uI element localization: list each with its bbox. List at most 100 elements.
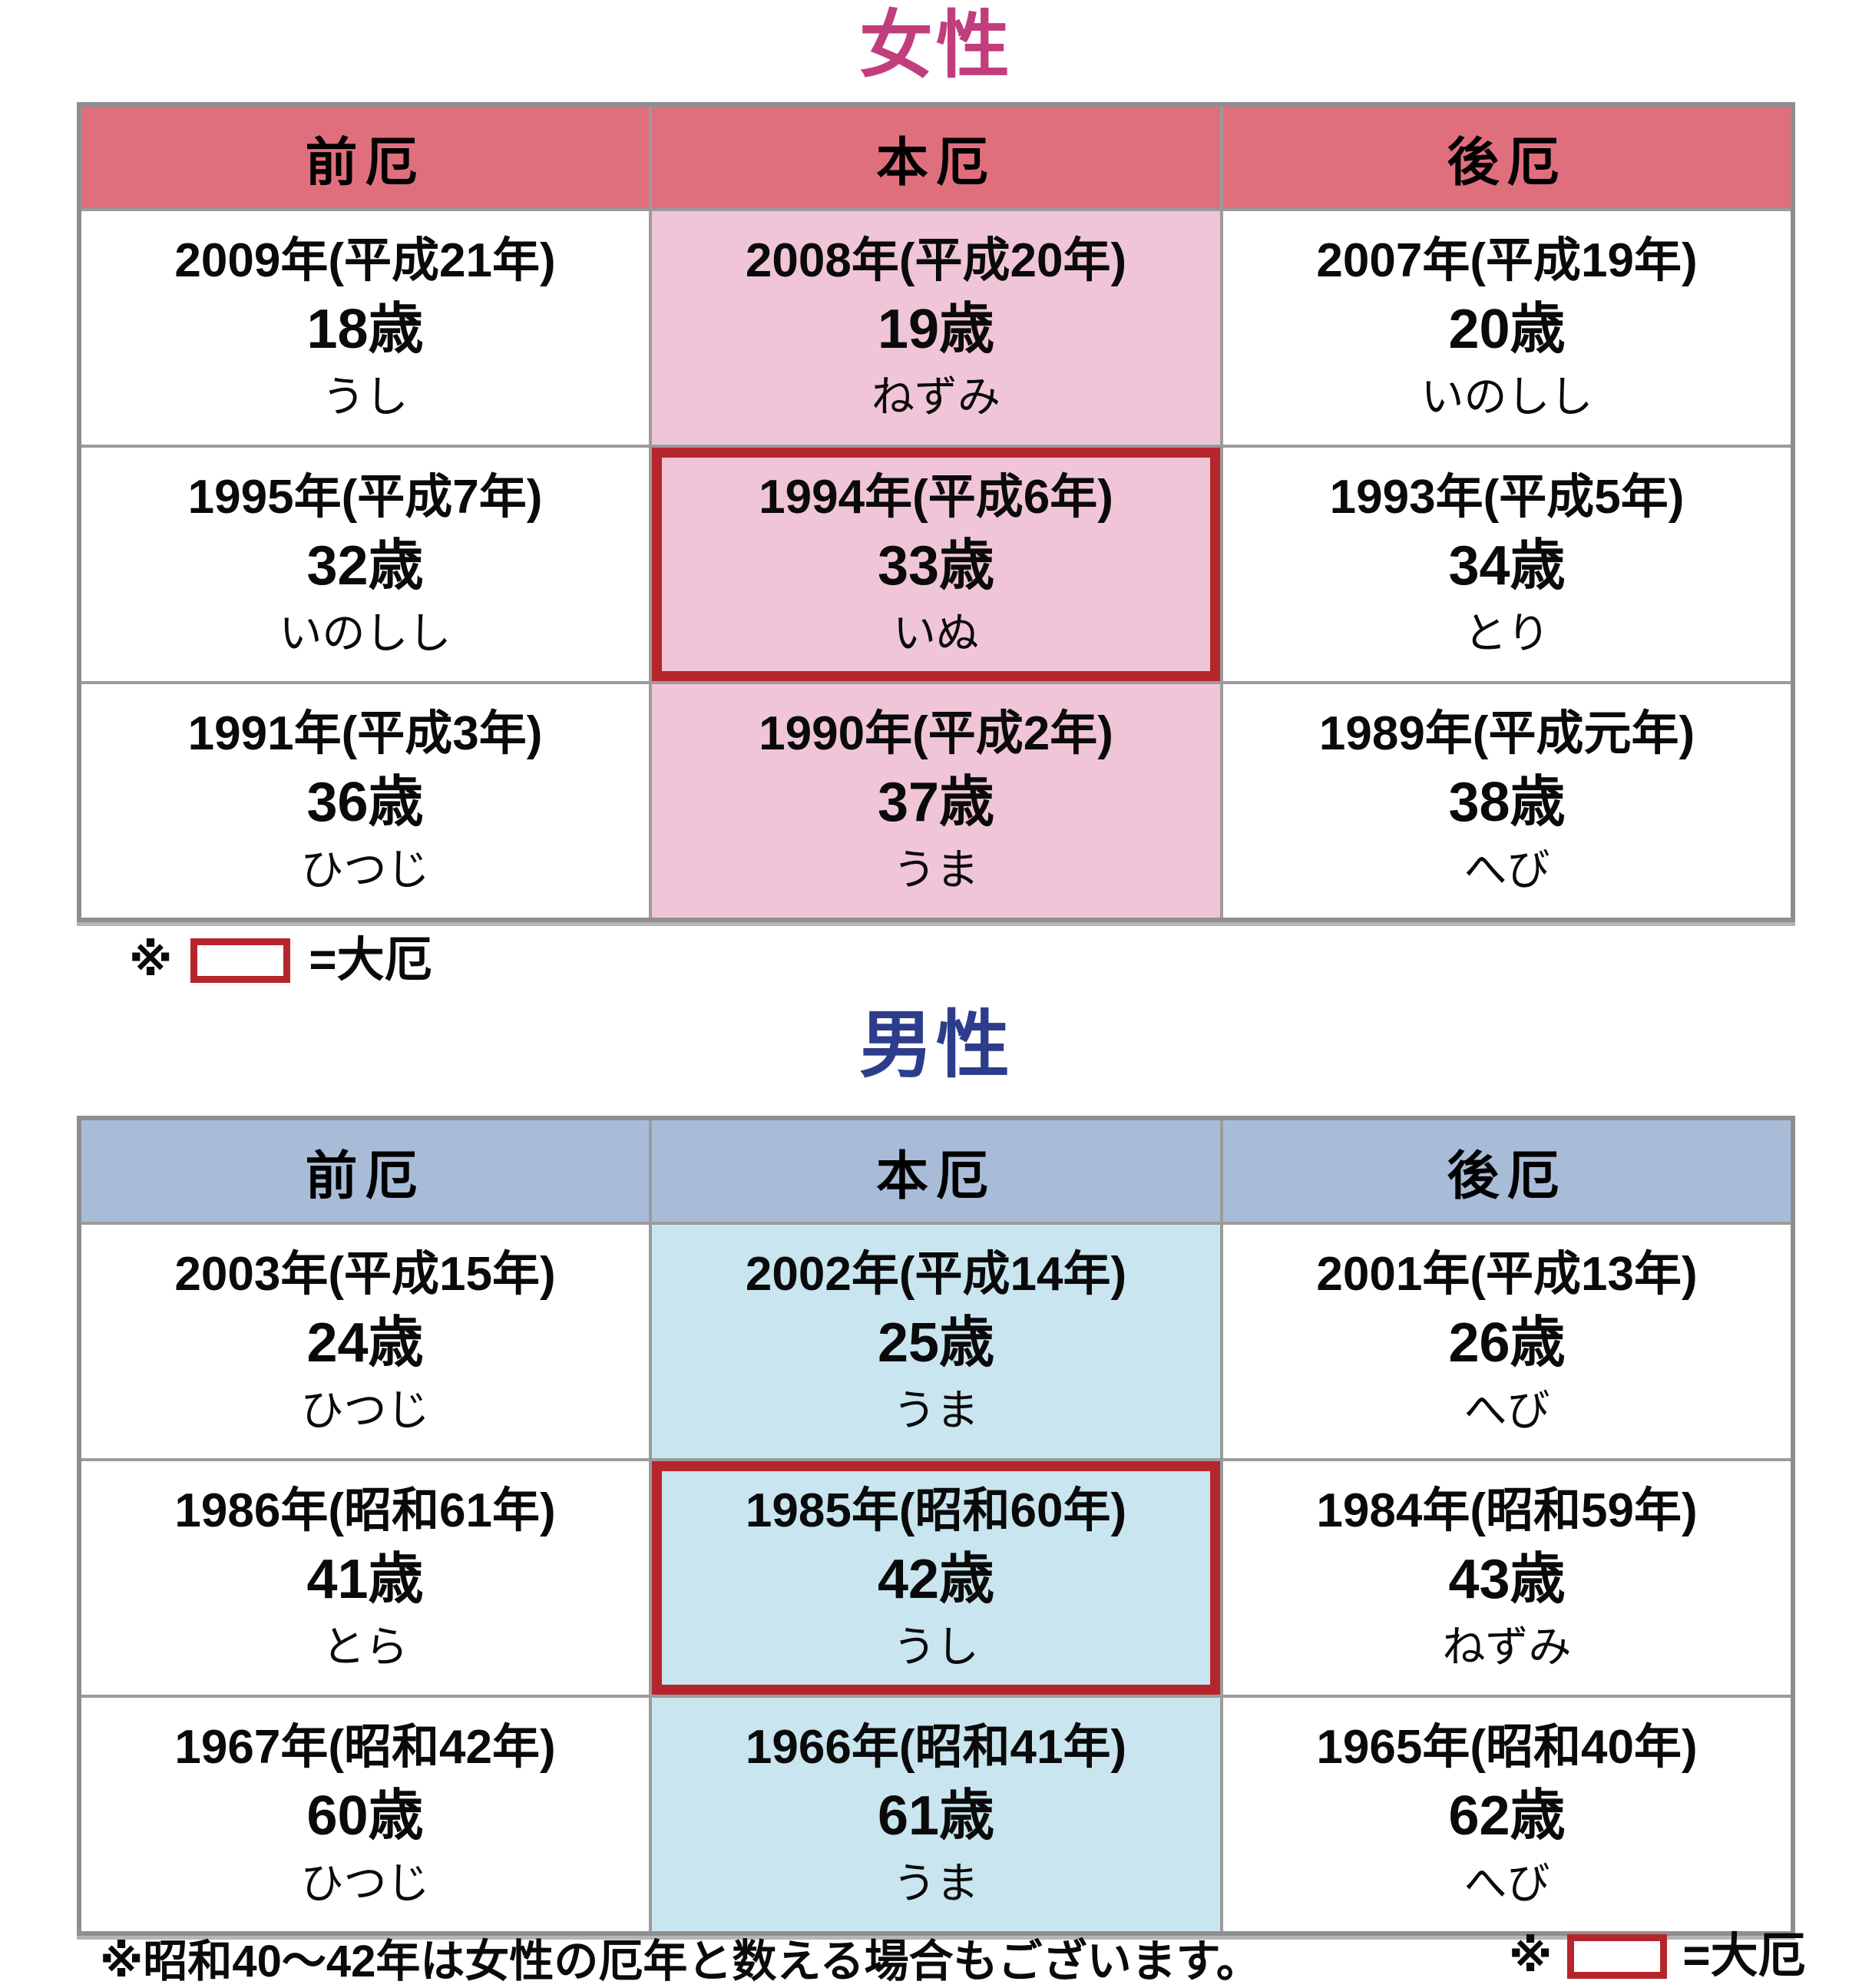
cell-zodiac: とら [322,1622,408,1671]
table-cell-daiyaku: 1985年(昭和60年) 42歳 うし [649,1458,1223,1698]
daiyaku-legend-box [190,938,291,983]
cell-age: 18歳 [306,299,424,360]
cell-zodiac: ひつじ [300,845,430,894]
table-cell: 1995年(平成7年) 32歳 いのしし [78,445,652,684]
male-section-title: 男性 [859,1004,1013,1087]
cell-year: 1994年(平成6年) [759,471,1113,524]
male-column-header-atoyaku: 後厄 [1220,1116,1794,1225]
cell-zodiac: いのしし [1421,372,1593,421]
cell-zodiac: うし [322,372,408,421]
female-column-header-honyaku: 本厄 [649,103,1223,211]
table-cell: 1965年(昭和40年) 62歳 へび [1220,1695,1794,1935]
cell-age: 26歳 [1448,1312,1566,1374]
table-row: 2003年(平成15年) 24歳 ひつじ 2002年(平成14年) 25歳 うま… [78,1222,1794,1461]
cell-year: 1991年(平成3年) [187,707,543,760]
cell-age: 32歳 [306,535,424,597]
note-asterisk: ※ [129,935,173,985]
cell-year: 1990年(平成2年) [759,707,1113,760]
daiyaku-legend: ※ =大厄 [129,928,432,994]
bottom-daiyaku-legend: ※ =大厄 [1509,1933,1806,1980]
table-cell: 1989年(平成元年) 38歳 へび [1220,681,1794,921]
female-column-header-maeyaku: 前厄 [78,103,652,211]
table-row: 1995年(平成7年) 32歳 いのしし 1994年(平成6年) 33歳 いぬ … [78,445,1794,684]
cell-year: 1965年(昭和40年) [1316,1721,1698,1774]
table-cell: 1993年(平成5年) 34歳 とり [1220,445,1794,684]
cell-year: 1967年(昭和42年) [174,1721,556,1774]
cell-year: 1984年(昭和59年) [1316,1484,1698,1537]
cell-year: 2008年(平成20年) [745,234,1127,287]
cell-age: 34歳 [1448,535,1566,597]
table-row: 1986年(昭和61年) 41歳 とら 1985年(昭和60年) 42歳 うし … [78,1458,1794,1698]
cell-age: 41歳 [306,1549,424,1610]
table-cell: 1990年(平成2年) 37歳 うま [649,681,1223,921]
cell-zodiac: いぬ [893,609,979,657]
table-row: 2009年(平成21年) 18歳 うし 2008年(平成20年) 19歳 ねずみ… [78,208,1794,448]
table-cell: 1984年(昭和59年) 43歳 ねずみ [1220,1458,1794,1698]
cell-year: 1966年(昭和41年) [745,1721,1127,1774]
cell-year: 1993年(平成5年) [1329,471,1685,524]
note-asterisk: ※ [1509,1931,1553,1981]
cell-age: 62歳 [1448,1785,1566,1847]
cell-year: 1985年(昭和60年) [745,1484,1127,1537]
table-cell: 1966年(昭和41年) 61歳 うま [649,1695,1223,1935]
cell-year: 2002年(平成14年) [745,1248,1127,1301]
cell-age: 61歳 [877,1785,995,1847]
cell-zodiac: うし [893,1622,979,1671]
cell-age: 43歳 [1448,1549,1566,1610]
cell-age: 24歳 [306,1312,424,1374]
cell-zodiac: ねずみ [1442,1622,1572,1671]
cell-zodiac: へび [1464,1386,1550,1434]
cell-year: 2007年(平成19年) [1316,234,1698,287]
cell-year: 1986年(昭和61年) [174,1484,556,1537]
cell-age: 37歳 [877,772,995,833]
cell-year: 1995年(平成7年) [187,471,543,524]
daiyaku-legend-box [1567,1934,1668,1979]
cell-zodiac: うま [893,1386,979,1434]
female-yakudoshi-table: 前厄 本厄 後厄 2009年(平成21年) 18歳 うし 2008年(平成20年… [77,102,1795,922]
table-row: 1991年(平成3年) 36歳 ひつじ 1990年(平成2年) 37歳 うま 1… [78,681,1794,921]
cell-age: 25歳 [877,1312,995,1374]
table-cell: 2001年(平成13年) 26歳 へび [1220,1222,1794,1461]
cell-year: 2003年(平成15年) [174,1248,556,1301]
cell-zodiac: ひつじ [300,1859,430,1907]
female-column-header-atoyaku: 後厄 [1220,103,1794,211]
male-header-row: 前厄 本厄 後厄 [78,1116,1794,1225]
daiyaku-legend-label: =大厄 [1682,1930,1806,1983]
cell-zodiac: へび [1464,845,1550,894]
cell-zodiac: へび [1464,1859,1550,1907]
daiyaku-legend-label: =大厄 [309,934,432,987]
female-section-title: 女性 [859,5,1013,87]
bottom-note-text: ※昭和40～42年は女性の厄年と数える場合もございます。 [100,1937,1261,1986]
table-cell: 2002年(平成14年) 25歳 うま [649,1222,1223,1461]
cell-age: 33歳 [877,535,995,597]
table-cell-daiyaku: 1994年(平成6年) 33歳 いぬ [649,445,1223,684]
cell-year: 2001年(平成13年) [1316,1248,1698,1301]
cell-zodiac: とり [1464,609,1550,657]
table-cell: 2008年(平成20年) 19歳 ねずみ [649,208,1223,448]
cell-age: 38歳 [1448,772,1566,833]
table-cell: 2003年(平成15年) 24歳 ひつじ [78,1222,652,1461]
cell-zodiac: ねずみ [872,372,1000,421]
cell-age: 36歳 [306,772,424,833]
cell-age: 19歳 [877,299,995,360]
table-cell: 1967年(昭和42年) 60歳 ひつじ [78,1695,652,1935]
cell-year: 1989年(平成元年) [1318,707,1695,760]
table-cell: 1986年(昭和61年) 41歳 とら [78,1458,652,1698]
table-cell: 1991年(平成3年) 36歳 ひつじ [78,681,652,921]
table-cell: 2007年(平成19年) 20歳 いのしし [1220,208,1794,448]
cell-zodiac: ひつじ [300,1386,430,1434]
table-cell: 2009年(平成21年) 18歳 うし [78,208,652,448]
male-column-header-maeyaku: 前厄 [78,1116,652,1225]
male-yakudoshi-table: 前厄 本厄 後厄 2003年(平成15年) 24歳 ひつじ 2002年(平成14… [77,1116,1795,1936]
male-column-header-honyaku: 本厄 [649,1116,1223,1225]
female-header-row: 前厄 本厄 後厄 [78,103,1794,211]
cell-zodiac: うま [893,1859,979,1907]
cell-year: 2009年(平成21年) [174,234,556,287]
cell-age: 42歳 [877,1549,995,1610]
cell-age: 20歳 [1448,299,1566,360]
cell-zodiac: いのしし [279,609,451,657]
table-row: 1967年(昭和42年) 60歳 ひつじ 1966年(昭和41年) 61歳 うま… [78,1695,1794,1935]
cell-age: 60歳 [306,1785,424,1847]
cell-zodiac: うま [893,845,979,894]
